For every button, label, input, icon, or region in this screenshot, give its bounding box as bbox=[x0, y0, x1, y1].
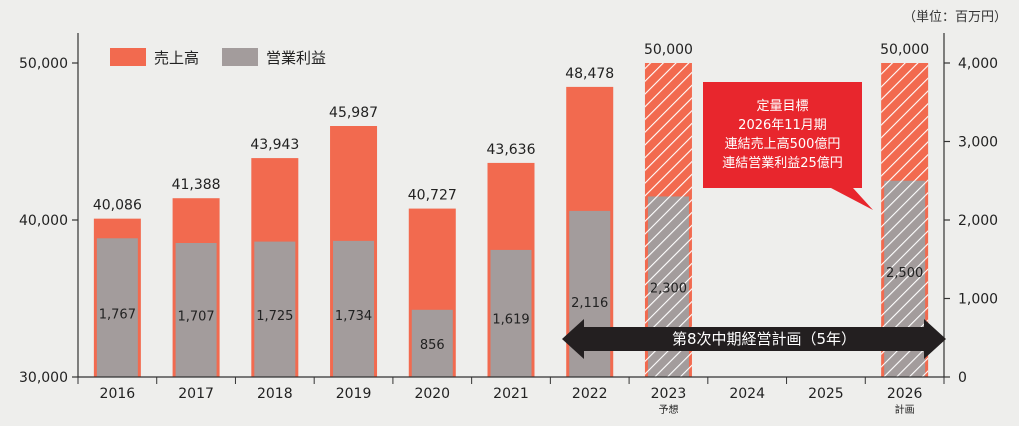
legend-swatch-profit bbox=[222, 48, 258, 66]
target-callout-line: 2026年11月期 bbox=[738, 118, 827, 133]
sales-value-label: 40,727 bbox=[408, 188, 457, 204]
right-tick-label: 3,000 bbox=[958, 135, 998, 151]
x-tick-label: 2021 bbox=[493, 386, 529, 402]
profit-value-label: 1,767 bbox=[99, 308, 136, 323]
sales-value-label: 43,636 bbox=[487, 142, 536, 158]
profit-value-label: 2,500 bbox=[886, 266, 923, 281]
sales-value-label: 45,987 bbox=[329, 105, 378, 121]
left-tick-label: 50,000 bbox=[19, 56, 68, 72]
right-tick-label: 1,000 bbox=[958, 292, 998, 308]
left-tick-label: 30,000 bbox=[19, 370, 68, 386]
sales-value-label: 43,943 bbox=[250, 137, 299, 153]
x-tick-sublabel: 予想 bbox=[658, 403, 678, 416]
x-tick-label: 2020 bbox=[414, 386, 450, 402]
target-callout-line: 連結売上高500億円 bbox=[725, 136, 841, 152]
profit-value-label: 1,619 bbox=[492, 313, 529, 328]
profit-value-label: 2,300 bbox=[650, 281, 687, 296]
x-tick-sublabel: 計画 bbox=[895, 403, 915, 416]
x-tick-label: 2026 bbox=[887, 386, 923, 402]
profit-bar bbox=[175, 243, 217, 377]
unit-label: （単位：百万円） bbox=[902, 10, 1007, 25]
x-tick-label: 2018 bbox=[257, 386, 293, 402]
legend-label-sales: 売上高 bbox=[154, 49, 199, 67]
sales-value-label: 50,000 bbox=[644, 42, 693, 58]
profit-bar bbox=[569, 210, 611, 377]
profit-bar bbox=[490, 249, 532, 377]
sales-value-label: 40,086 bbox=[93, 198, 142, 214]
plan-arrow bbox=[562, 319, 946, 359]
x-tick-label: 2025 bbox=[808, 386, 844, 402]
profit-value-label: 856 bbox=[420, 338, 445, 353]
x-tick-label: 2016 bbox=[100, 386, 136, 402]
profit-bar bbox=[96, 238, 138, 377]
x-tick-label: 2024 bbox=[729, 386, 765, 402]
target-callout-line: 定量目標 bbox=[756, 99, 808, 114]
x-tick-label: 2022 bbox=[572, 386, 608, 402]
x-tick-label: 2017 bbox=[178, 386, 214, 402]
sales-value-label: 41,388 bbox=[172, 177, 221, 193]
target-callout-box bbox=[703, 82, 873, 210]
profit-bar bbox=[333, 240, 375, 377]
legend-label-profit: 営業利益 bbox=[266, 49, 326, 67]
target-callout-line: 連結営業利益25億円 bbox=[722, 155, 843, 171]
legend-swatch-sales bbox=[110, 48, 146, 66]
profit-value-label: 1,725 bbox=[256, 309, 293, 324]
sales-value-label: 48,478 bbox=[565, 66, 614, 82]
right-tick-label: 0 bbox=[958, 370, 967, 386]
left-tick-label: 40,000 bbox=[19, 213, 68, 229]
right-tick-label: 4,000 bbox=[958, 56, 998, 72]
x-tick-label: 2023 bbox=[651, 386, 687, 402]
x-tick-label: 2019 bbox=[336, 386, 372, 402]
sales-value-label: 50,000 bbox=[880, 42, 929, 58]
profit-value-label: 1,707 bbox=[177, 310, 214, 325]
profit-value-label: 1,734 bbox=[335, 309, 372, 324]
profit-bar bbox=[411, 309, 453, 377]
profit-value-label: 2,116 bbox=[571, 296, 608, 311]
right-tick-label: 2,000 bbox=[958, 213, 998, 229]
profit-bar bbox=[254, 241, 296, 377]
plan-arrow-label: 第8次中期経営計画（5年） bbox=[672, 330, 856, 348]
